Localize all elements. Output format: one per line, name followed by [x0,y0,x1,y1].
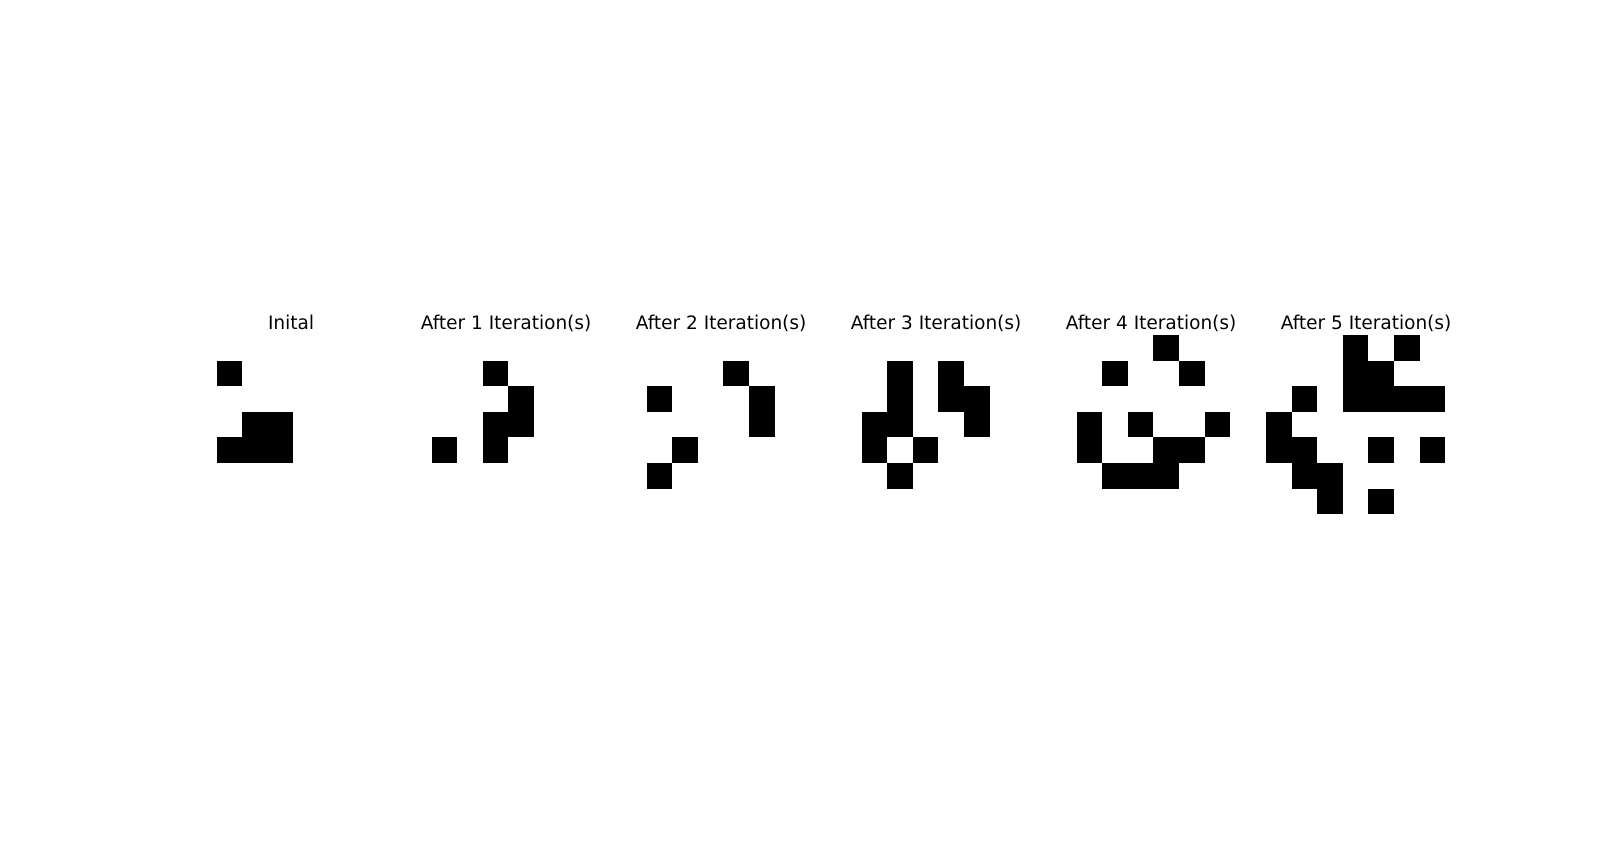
live-cell [1153,437,1179,463]
live-cell [1419,386,1446,412]
live-cell [1076,437,1103,463]
live-cell [482,360,509,387]
panel-iteration-2: After 2 Iteration(s) [621,0,821,846]
live-cell [267,411,294,438]
live-cell [887,463,913,489]
live-cell [431,437,458,463]
live-cell [964,411,990,438]
panel-title: After 4 Iteration(s) [1065,313,1237,334]
live-cell [861,411,888,438]
live-cell [1317,488,1343,515]
live-cell [1102,360,1128,387]
live-cell [861,437,888,463]
panel-iteration-1: After 1 Iteration(s) [406,0,606,846]
live-cell [1266,411,1292,438]
live-cell [1394,386,1420,412]
panel-iteration-5: After 5 Iteration(s) [1266,0,1466,846]
live-cell [646,463,673,489]
live-cell [723,360,749,387]
live-cell [1342,386,1369,412]
live-cell [1204,411,1231,438]
live-cell [1127,411,1154,438]
live-cell [1153,335,1179,361]
live-cell [1076,411,1103,438]
panel-title: Inital [267,313,315,334]
panel-title: After 3 Iteration(s) [850,313,1022,334]
live-cell [672,437,698,463]
live-cell [1317,463,1343,489]
live-cell [912,437,939,463]
live-cell [1291,463,1318,489]
live-cell [964,386,990,412]
live-cell [242,437,268,463]
live-cell [938,360,964,387]
live-cell [1266,437,1292,463]
live-cell [749,386,775,412]
live-cell [1179,360,1205,387]
live-cell [216,437,243,463]
live-cell [1342,360,1369,387]
live-cell [1368,360,1394,387]
panel-initial: Inital [191,0,391,846]
live-cell [1291,386,1318,412]
live-cell [508,386,534,412]
live-cell [508,411,534,438]
live-cell [482,437,509,463]
live-cell [1127,463,1154,489]
live-cell [216,360,243,387]
live-cell [267,437,294,463]
panel-iteration-4: After 4 Iteration(s) [1051,0,1251,846]
panel-iteration-3: After 3 Iteration(s) [836,0,1036,846]
live-cell [887,360,913,387]
live-cell [887,386,913,412]
live-cell [938,386,964,412]
panel-title: After 5 Iteration(s) [1280,313,1452,334]
live-cell [887,411,913,438]
live-cell [242,411,268,438]
live-cell [1153,463,1179,489]
panel-title: After 2 Iteration(s) [635,313,807,334]
live-cell [1368,488,1394,515]
panel-title: After 1 Iteration(s) [420,313,592,334]
live-cell [646,386,673,412]
live-cell [1419,437,1446,463]
live-cell [1102,463,1128,489]
live-cell [1291,437,1318,463]
live-cell [1368,437,1394,463]
live-cell [1179,437,1205,463]
live-cell [749,411,775,438]
live-cell [1342,335,1369,361]
live-cell [1368,386,1394,412]
live-cell [1394,335,1420,361]
live-cell [482,411,509,438]
